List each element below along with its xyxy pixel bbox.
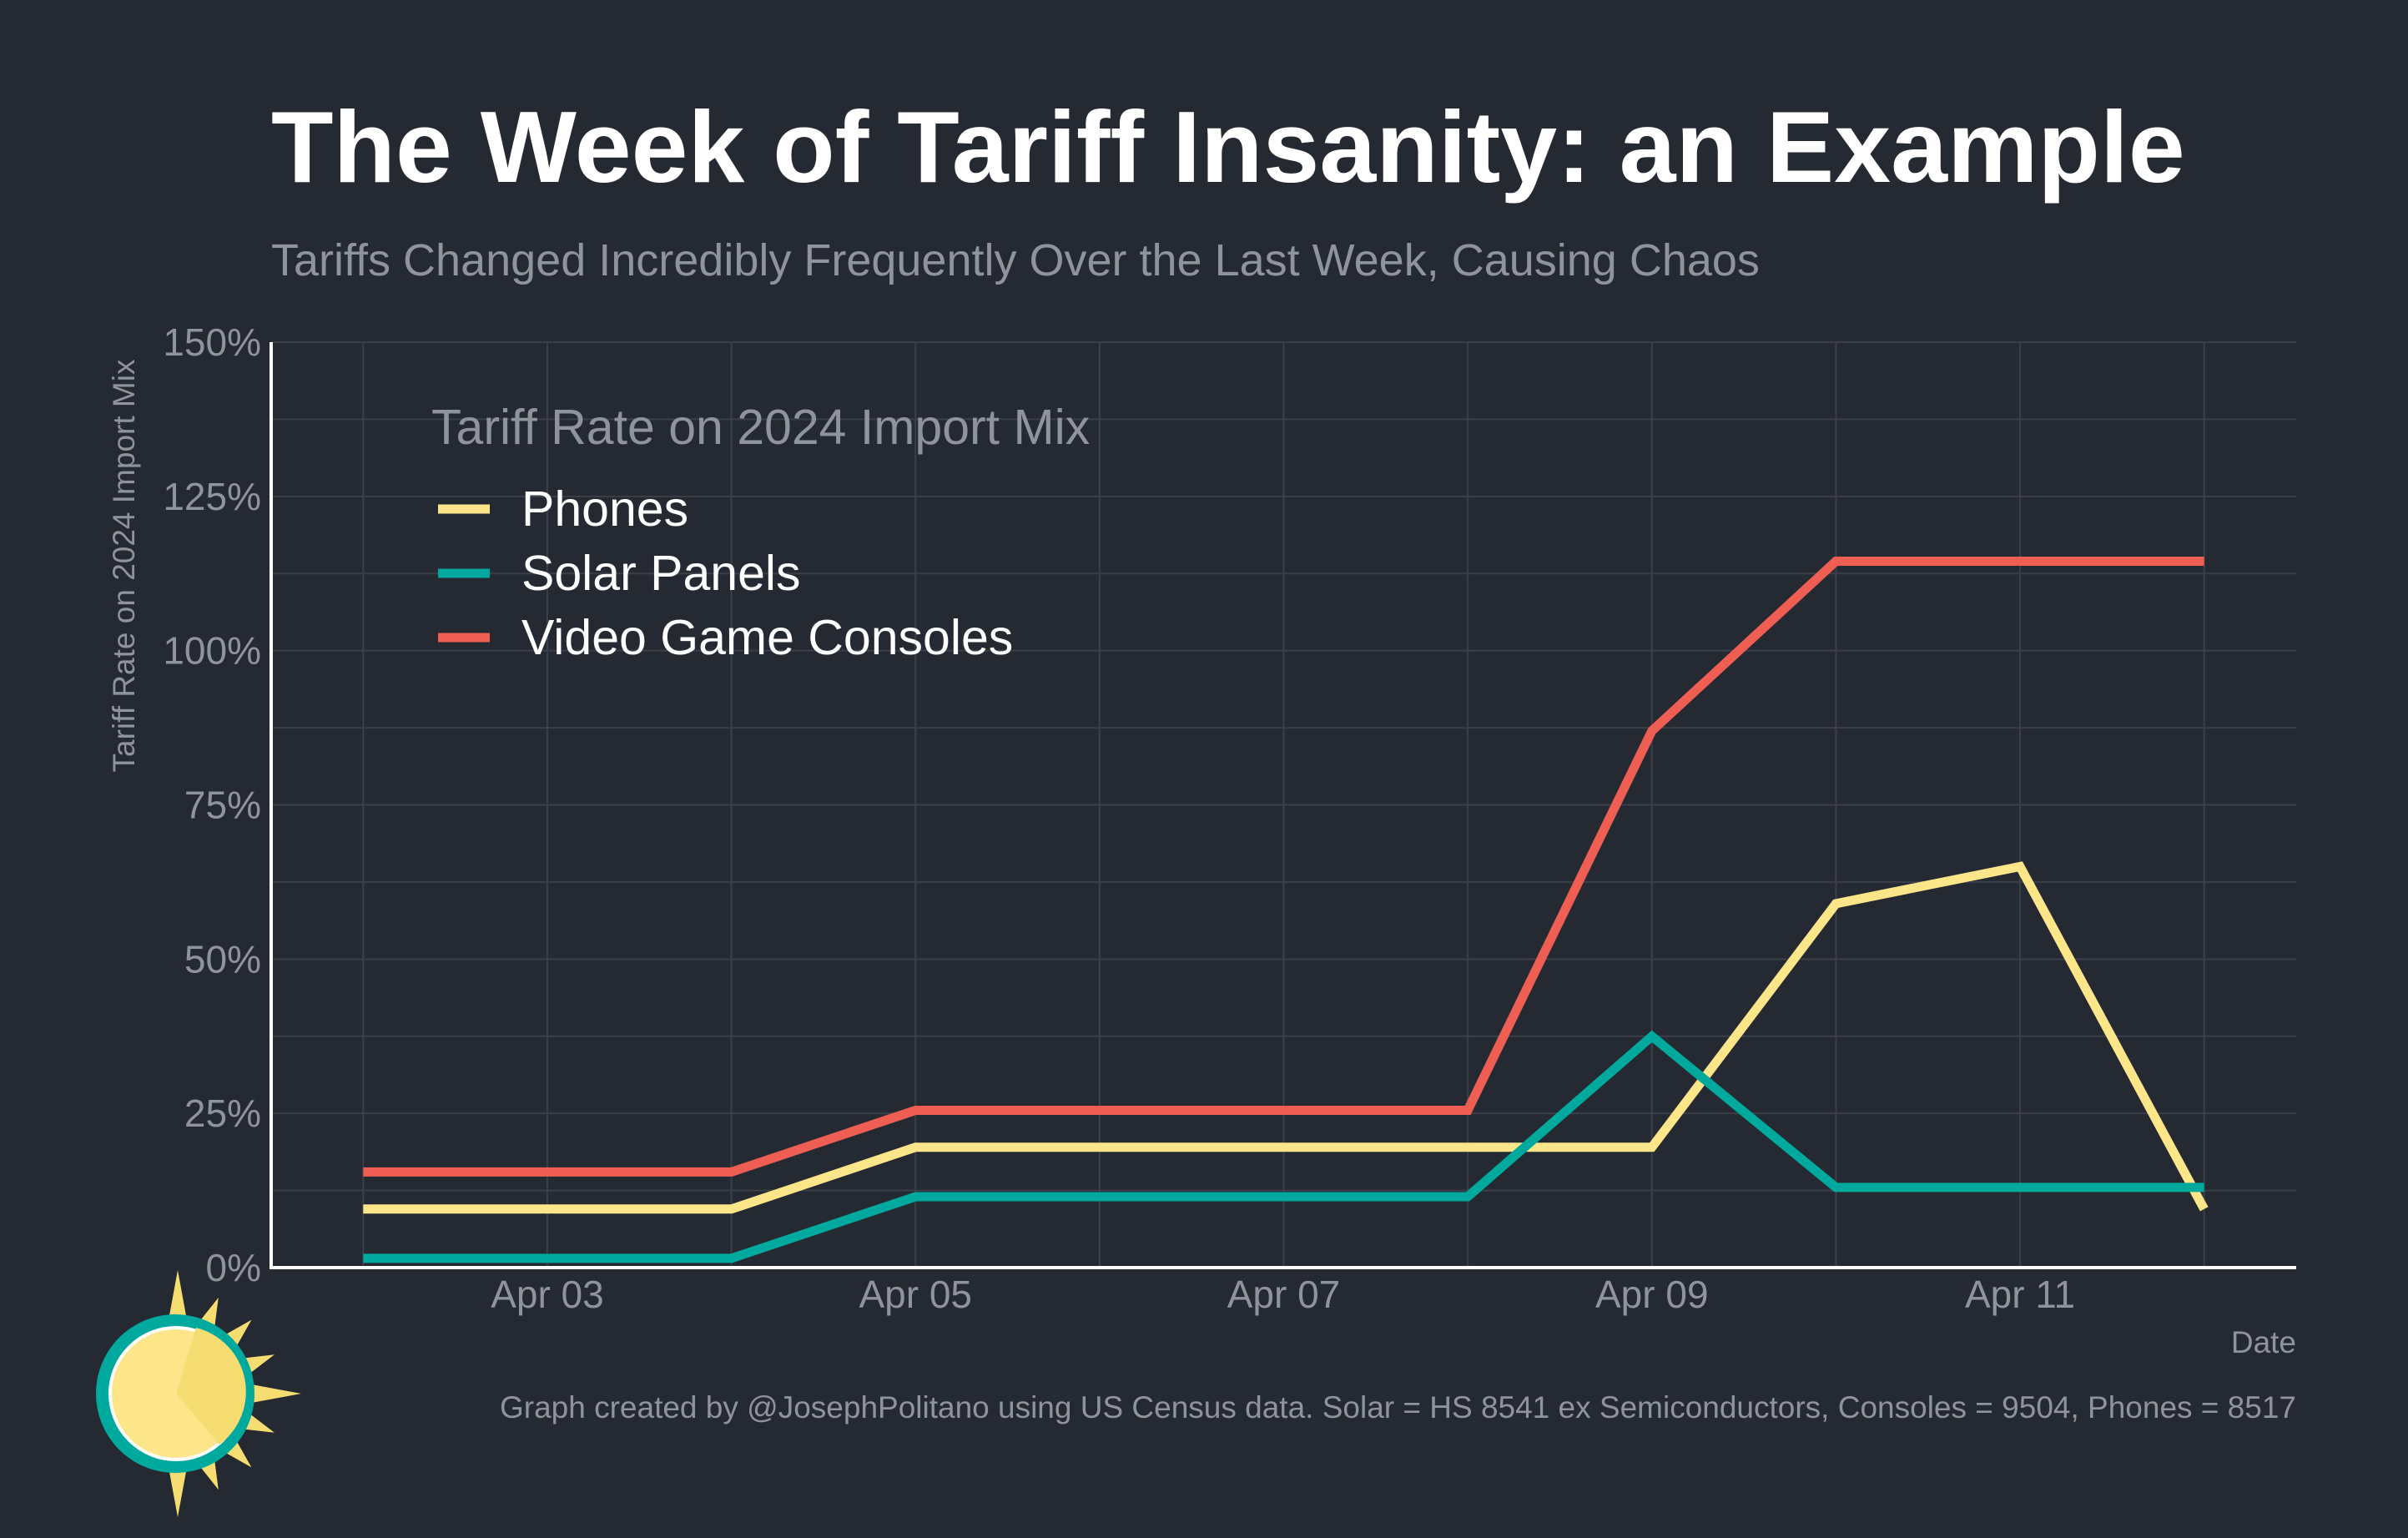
y-axis-label: Tariff Rate on 2024 Import Mix bbox=[107, 359, 141, 772]
grid-lines bbox=[271, 341, 2296, 1268]
y-tick-labels: 0% 25% 50% 75% 100% 125% 150% bbox=[163, 320, 261, 1289]
legend-title: Tariff Rate on 2024 Import Mix bbox=[431, 400, 1090, 455]
sun-logo-icon bbox=[96, 1270, 301, 1517]
legend-label: Video Game Consoles bbox=[521, 610, 1013, 665]
axes bbox=[270, 342, 2296, 1269]
y-tick-label: 50% bbox=[184, 937, 261, 981]
series-line-phones bbox=[363, 861, 2209, 1214]
logo-sun-shade bbox=[176, 1328, 246, 1445]
x-tick-label: Apr 11 bbox=[1965, 1273, 2075, 1316]
y-tick-label: 100% bbox=[163, 629, 261, 673]
sun-ray bbox=[244, 1383, 301, 1404]
series-lines bbox=[363, 557, 2209, 1263]
sun-ray bbox=[167, 1460, 189, 1517]
y-tick-label: 150% bbox=[163, 320, 261, 364]
y-tick-label: 75% bbox=[184, 784, 261, 827]
x-tick-labels: Apr 03 Apr 05 Apr 07 Apr 09 Apr 11 bbox=[491, 1273, 2075, 1316]
sun-ray bbox=[167, 1270, 189, 1328]
legend-label: Phones bbox=[521, 482, 688, 537]
series-line-solar-panels bbox=[363, 1030, 2204, 1263]
x-tick-label: Apr 03 bbox=[491, 1273, 604, 1316]
x-axis-label: Date bbox=[2231, 1325, 2296, 1359]
series-line-video-game-consoles bbox=[363, 557, 2204, 1177]
y-tick-label: 0% bbox=[206, 1246, 261, 1289]
legend-label: Solar Panels bbox=[521, 546, 801, 601]
chart-subtitle: Tariffs Changed Incredibly Frequently Ov… bbox=[271, 235, 1760, 285]
chart-caption: Graph created by @JosephPolitano using U… bbox=[500, 1390, 2296, 1425]
y-tick-label: 25% bbox=[184, 1092, 261, 1135]
x-tick-label: Apr 05 bbox=[859, 1273, 972, 1316]
legend: Tariff Rate on 2024 Import Mix Phones Sol… bbox=[431, 400, 1090, 665]
y-tick-label: 125% bbox=[163, 475, 261, 518]
x-tick-label: Apr 07 bbox=[1227, 1273, 1341, 1316]
x-tick-label: Apr 09 bbox=[1595, 1273, 1709, 1316]
chart-title: The Week of Tariff Insanity: an Example bbox=[271, 90, 2185, 204]
